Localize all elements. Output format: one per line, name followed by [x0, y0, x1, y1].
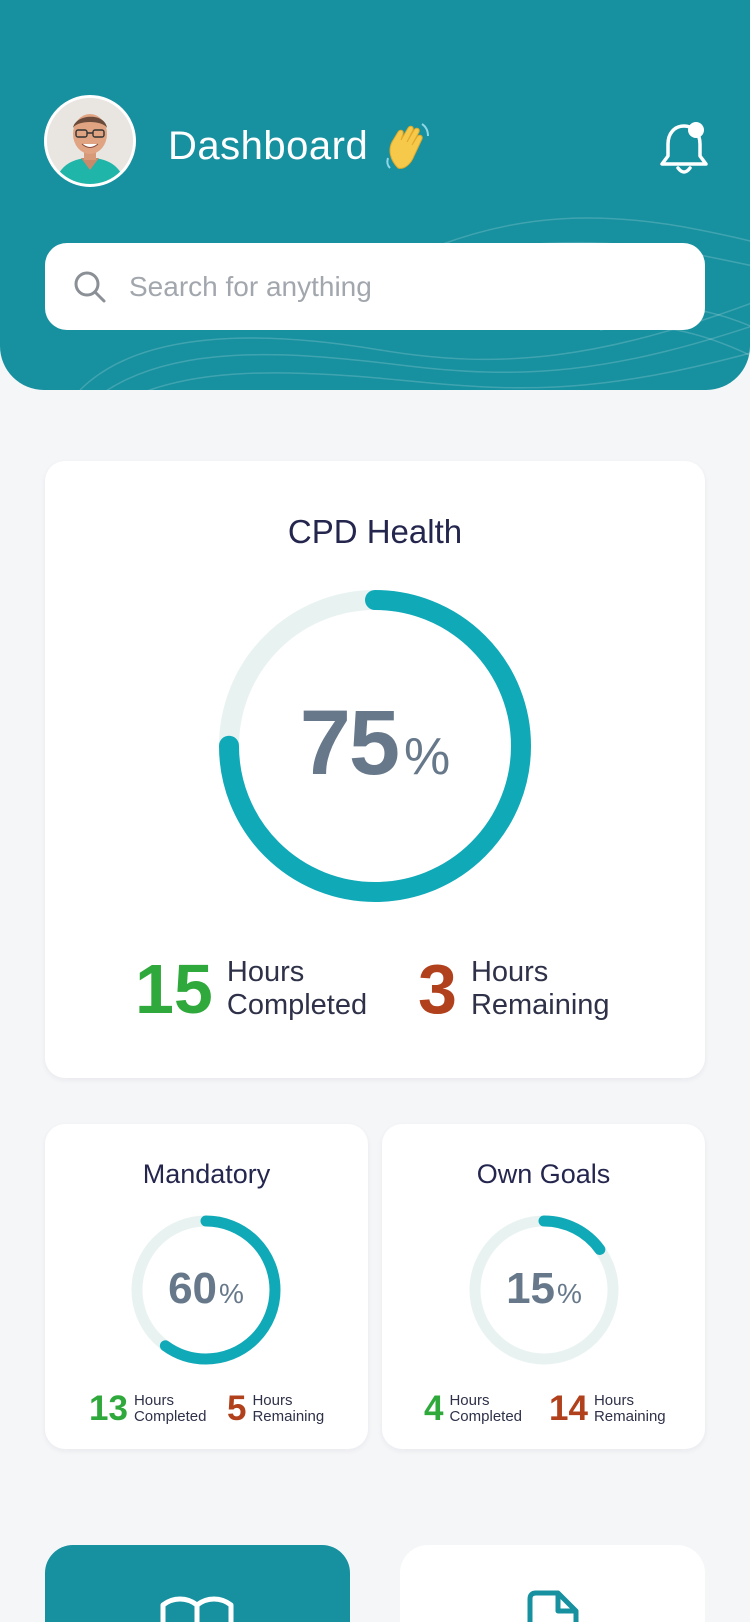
- hours-remaining-value: 14: [549, 1389, 588, 1428]
- hours-remaining-stat: 3 Hours Remaining: [418, 949, 610, 1029]
- hours-label: Hours: [133, 1392, 174, 1409]
- hours-remaining-value: 5: [227, 1389, 247, 1428]
- cpd-health-progress-ring: [219, 590, 531, 902]
- hours-completed-value: 15: [135, 950, 213, 1028]
- cpd-health-card[interactable]: CPD Health 75 % 15 Hours Completed 3 Hou…: [45, 461, 705, 1078]
- search-icon: [74, 271, 106, 302]
- completed-label: Completed: [226, 989, 368, 1021]
- cpd-health-title: CPD Health: [287, 513, 463, 550]
- book-icon: [160, 1596, 234, 1622]
- mandatory-card[interactable]: Mandatory 60 % 13 Hours Completed 5 Hour…: [45, 1124, 368, 1449]
- hours-completed-stat: 15 Hours Completed: [135, 949, 367, 1029]
- hours-label: Hours: [593, 1392, 634, 1409]
- notification-dot: [688, 122, 704, 138]
- remaining-label: Remaining: [593, 1408, 666, 1425]
- mandatory-title: Mandatory: [142, 1159, 271, 1189]
- hours-label: Hours: [226, 956, 305, 988]
- cpd-health-percent: 75 %: [217, 691, 533, 796]
- header-title-row: Dashboard: [168, 120, 432, 172]
- percent-value: 15: [506, 1264, 556, 1313]
- dashboard-header: Dashboard Search for anything: [0, 0, 750, 390]
- documents-tile[interactable]: [400, 1545, 705, 1622]
- own-goals-card[interactable]: Own Goals 15 % 4 Hours Completed 14 Hour…: [382, 1124, 705, 1449]
- percent-value: 60: [168, 1264, 218, 1313]
- search-bar[interactable]: Search for anything: [45, 243, 705, 330]
- user-avatar[interactable]: [44, 95, 136, 187]
- own-goals-title: Own Goals: [476, 1159, 611, 1189]
- hours-completed-value: 13: [89, 1389, 128, 1428]
- search-input[interactable]: Search for anything: [129, 270, 372, 302]
- percent-sign: %: [219, 1278, 244, 1309]
- own-goals-progress-ring: [469, 1215, 619, 1365]
- mandatory-completed-stat: 13 Hours Completed: [89, 1389, 206, 1429]
- waving-hand-icon: [386, 123, 430, 169]
- own-goals-percent: 15 %: [467, 1264, 621, 1314]
- hours-label: Hours: [252, 1392, 293, 1409]
- mandatory-percent: 60 %: [129, 1264, 283, 1314]
- percent-sign: %: [557, 1278, 582, 1309]
- completed-label: Completed: [133, 1408, 207, 1425]
- learning-tile[interactable]: [45, 1545, 350, 1622]
- bell-icon[interactable]: [656, 118, 712, 180]
- hours-label: Hours: [470, 956, 549, 988]
- mandatory-remaining-stat: 5 Hours Remaining: [227, 1389, 324, 1429]
- remaining-label: Remaining: [470, 989, 610, 1021]
- percent-sign: %: [404, 728, 451, 786]
- hours-remaining-value: 3: [418, 950, 457, 1028]
- mandatory-progress-ring: [131, 1215, 281, 1365]
- ring-progress: [469, 1215, 619, 1365]
- remaining-label: Remaining: [252, 1408, 325, 1425]
- ring-progress: [219, 590, 531, 902]
- own-goals-completed-stat: 4 Hours Completed: [424, 1389, 522, 1429]
- hours-completed-value: 4: [424, 1389, 444, 1428]
- ring-progress: [131, 1215, 281, 1365]
- hours-label: Hours: [449, 1392, 490, 1409]
- document-icon: [527, 1590, 579, 1622]
- page-title: Dashboard: [168, 123, 369, 168]
- user-avatar-photo: [47, 98, 133, 184]
- header-wave-pattern: [79, 217, 750, 390]
- completed-label: Completed: [449, 1408, 523, 1425]
- own-goals-remaining-stat: 14 Hours Remaining: [549, 1389, 666, 1429]
- percent-value: 75: [299, 692, 400, 794]
